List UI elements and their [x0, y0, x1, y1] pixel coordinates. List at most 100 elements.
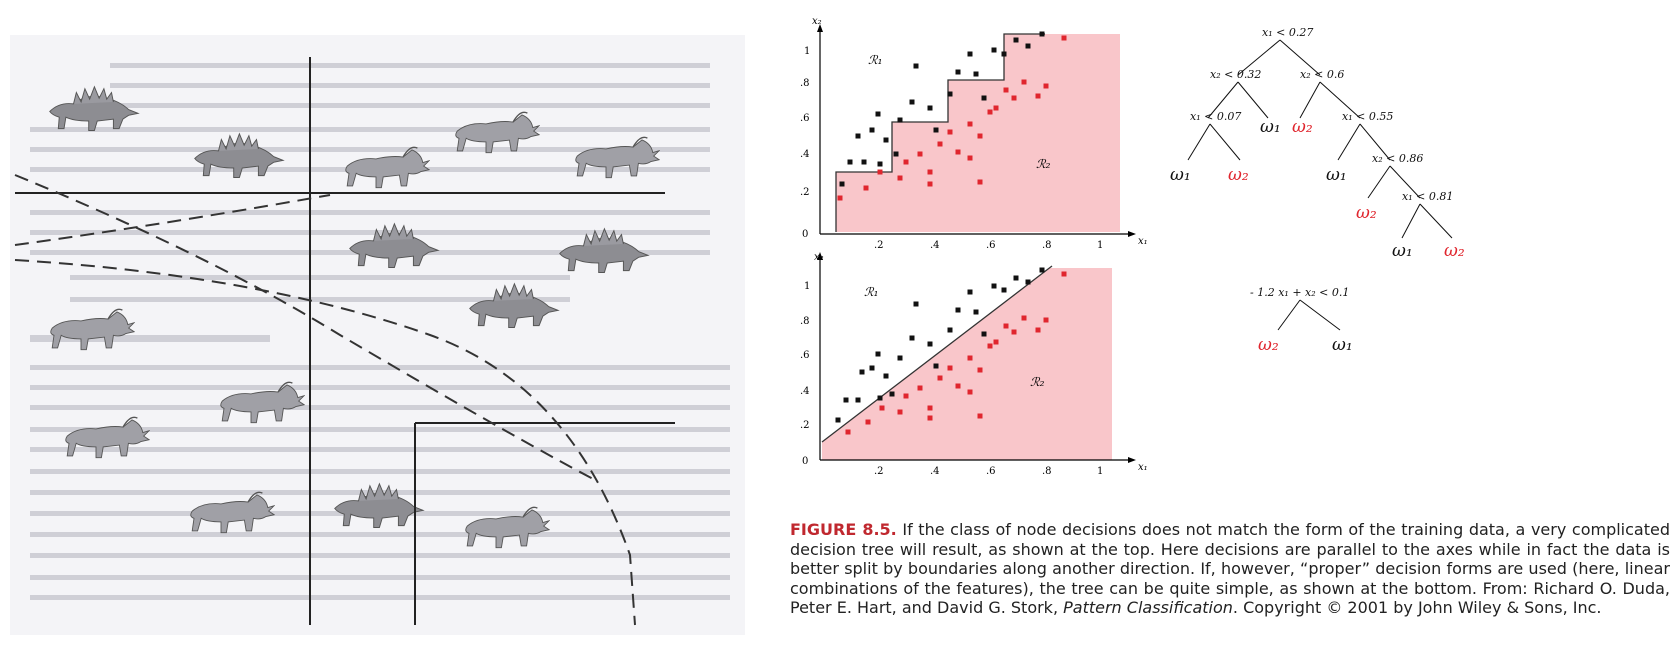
data-point — [839, 181, 845, 187]
region-2-fill — [836, 34, 1120, 232]
top-step-boundary — [835, 33, 1045, 232]
tree-leaf-omega1: ω₁ — [1170, 165, 1191, 185]
data-point — [937, 141, 943, 147]
data-point — [991, 283, 997, 289]
data-point — [889, 391, 895, 397]
y-tick-label: .8 — [800, 316, 810, 327]
tree-leaf-omega2: ω₂ — [1258, 335, 1279, 355]
dashed-curved-boundaries — [14, 174, 636, 626]
caption-text: If the class of node decisions does not … — [790, 520, 1670, 617]
data-point — [947, 129, 953, 135]
x-tick-label: 1 — [1097, 466, 1103, 477]
caption-text-end: . Copyright © 2001 by John Wiley & Sons,… — [1232, 598, 1602, 617]
data-point — [883, 373, 889, 379]
stegosaurus-icons — [49, 86, 649, 528]
y-tick-label: .4 — [800, 386, 810, 397]
figure-caption: FIGURE 8.5. If the class of node decisio… — [790, 520, 1670, 618]
region-2-label: ℛ₂ — [1036, 157, 1051, 171]
data-point — [1013, 275, 1019, 281]
y-tick-label: .6 — [800, 350, 810, 361]
data-point — [1021, 79, 1027, 85]
data-point — [933, 127, 939, 133]
data-point — [875, 111, 881, 117]
x-axis-label: x₁ — [1138, 236, 1148, 247]
tree-leaf-omega2: ω₂ — [1228, 165, 1249, 185]
data-point — [987, 109, 993, 115]
data-point — [1025, 43, 1031, 49]
tree-node: x₂ < 0.6 — [1300, 68, 1344, 81]
data-point — [869, 365, 875, 371]
bottom-scatter-plot: 0 .2 .4 .6 .8 1 .2 .4 .6 .8 1 x₂ x₁ ℛ₁ ℛ… — [800, 252, 1148, 477]
data-point — [967, 155, 973, 161]
data-point — [967, 389, 973, 395]
tree-leaf-omega1: ω₁ — [1332, 335, 1353, 355]
data-point — [1043, 83, 1049, 89]
axis-parallel-boundaries — [15, 57, 675, 625]
y-tick-label: 1 — [804, 281, 810, 292]
region-1-label: ℛ₁ — [868, 53, 882, 67]
triceratops-icon — [345, 146, 430, 189]
data-point — [883, 137, 889, 143]
tree-leaf-omega2: ω₂ — [1292, 117, 1313, 137]
dinosaur-diagram-svg — [14, 57, 730, 626]
data-point — [927, 105, 933, 111]
data-point — [875, 351, 881, 357]
data-point — [981, 331, 987, 337]
x-tick-label: .4 — [930, 240, 940, 251]
data-point — [913, 63, 919, 69]
data-point — [909, 99, 915, 105]
data-point — [1001, 51, 1007, 57]
dinosaur-decision-diagram — [10, 35, 745, 635]
data-point — [865, 419, 871, 425]
data-point — [917, 151, 923, 157]
stegosaurus-icon — [469, 283, 559, 328]
y-tick-label: 0 — [802, 229, 808, 240]
y-tick-label: .8 — [800, 78, 810, 89]
data-point — [869, 127, 875, 133]
tree-leaf-omega2: ω₂ — [1356, 203, 1377, 223]
y-tick-label: 0 — [802, 456, 808, 467]
linear-boundary — [821, 265, 1053, 443]
data-point — [1011, 95, 1017, 101]
data-point — [845, 429, 851, 435]
triceratops-icon — [190, 491, 275, 534]
data-point — [955, 383, 961, 389]
data-point — [991, 47, 997, 53]
triceratops-icon — [455, 111, 540, 154]
data-point — [977, 179, 983, 185]
tree-node: x₁ < 0.55 — [1342, 110, 1393, 123]
data-point — [1021, 315, 1027, 321]
data-point — [877, 161, 883, 167]
data-point — [879, 405, 885, 411]
data-point — [1039, 31, 1045, 37]
region-1-label: ℛ₁ — [864, 285, 878, 299]
data-point — [927, 405, 933, 411]
data-point — [1061, 35, 1067, 41]
region-2-fill — [822, 268, 1112, 460]
data-point — [1003, 323, 1009, 329]
data-point — [947, 327, 953, 333]
data-point — [993, 105, 999, 111]
x-tick-label: .6 — [986, 240, 996, 251]
book-title: Pattern Classification — [1063, 598, 1233, 617]
stegosaurus-icon — [559, 228, 649, 273]
data-point — [847, 159, 853, 165]
y-axis-label: x₂ — [812, 16, 822, 27]
data-point — [897, 409, 903, 415]
data-point — [981, 95, 987, 101]
data-point — [955, 149, 961, 155]
data-point — [837, 195, 843, 201]
triceratops-icon — [50, 308, 135, 351]
top-scatter-plot: 0 .2 .4 .6 .8 1 .2 .4 .6 .8 1 x₂ x₁ ℛ₁ ℛ… — [800, 16, 1148, 251]
y-axis-label: x₂ — [814, 252, 824, 263]
data-point — [855, 133, 861, 139]
data-point — [1035, 93, 1041, 99]
data-point — [937, 375, 943, 381]
data-point — [967, 289, 973, 295]
data-point — [987, 343, 993, 349]
data-point — [1001, 287, 1007, 293]
data-point — [1003, 87, 1009, 93]
top-decision-tree: x₁ < 0.27 x₂ < 0.32 x₂ < 0.6 x₁ < 0.07 x… — [1170, 26, 1465, 260]
data-point — [1011, 329, 1017, 335]
data-point — [967, 355, 973, 361]
